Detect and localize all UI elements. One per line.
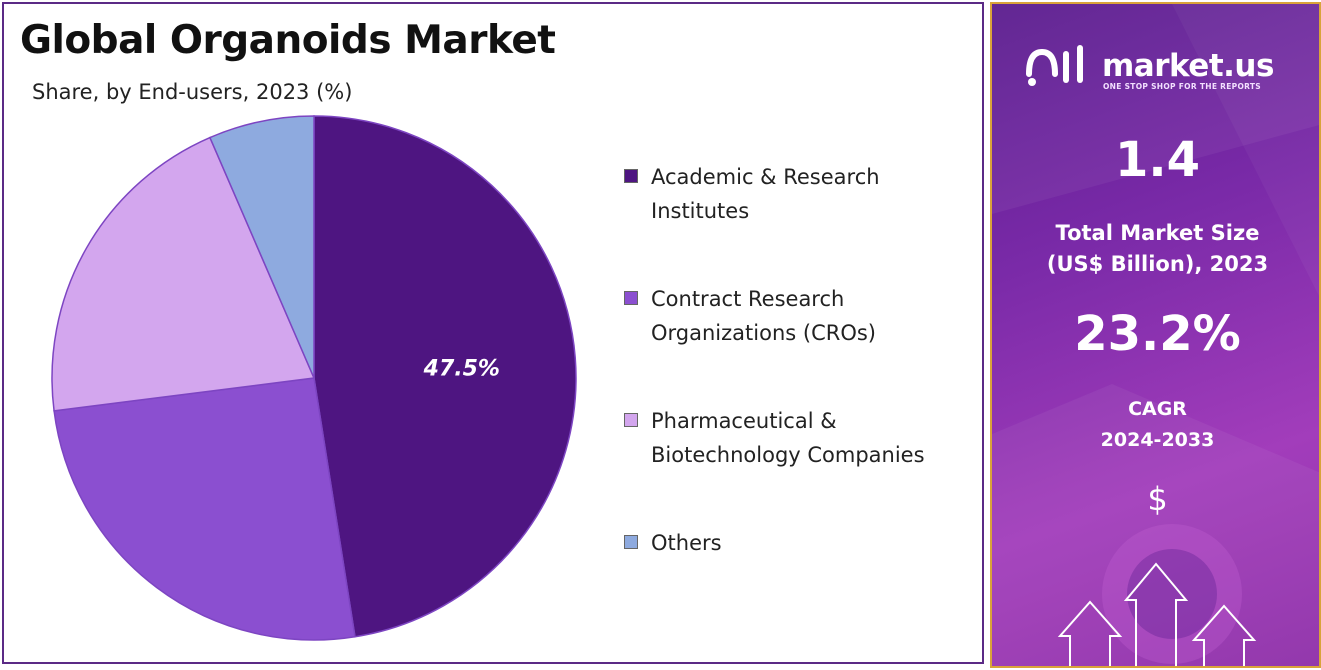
chart-subtitle: Share, by End-users, 2023 (%): [32, 80, 353, 104]
brand-name: market.us: [1102, 48, 1274, 84]
market-us-logo-icon: [1026, 45, 1083, 86]
chart-title: Global Organoids Market: [20, 18, 556, 63]
pie-chart: 47.5%: [51, 115, 577, 641]
slice-others: [208, 115, 315, 379]
slice-cro: [53, 377, 356, 641]
chart-panel: Global Organoids Market Share, by End-us…: [2, 2, 984, 664]
legend-label-others: Others: [651, 526, 961, 560]
legend-swatch-cro: [624, 291, 638, 305]
summary-panel: market.us ONE STOP SHOP FOR THE REPORTS …: [990, 2, 1321, 668]
legend-label-academic-line1: Academic & Research: [651, 165, 880, 189]
background-decoration: [992, 4, 1319, 666]
legend-label-pharma: Pharmaceutical & Biotechnology Companies: [651, 404, 961, 472]
slice-academic: [313, 115, 577, 638]
cagr-label: CAGR 2024-2033: [992, 394, 1319, 456]
up-arrow-icon: [1057, 562, 1257, 666]
market-size-label: Total Market Size (US$ Billion), 2023: [992, 218, 1319, 280]
legend-label-pharma-line2: Biotechnology Companies: [651, 443, 925, 467]
market-size-value: 1.4: [1114, 132, 1201, 188]
legend-swatch-pharma: [624, 413, 638, 427]
legend-label-others-line1: Others: [651, 531, 722, 555]
dollar-icon: $: [1147, 480, 1168, 518]
slice-pharma: [51, 136, 316, 412]
legend-label-pharma-line1: Pharmaceutical &: [651, 409, 837, 433]
cagr-label-line2: 2024-2033: [1100, 429, 1215, 451]
legend-label-cro-line1: Contract Research: [651, 287, 845, 311]
brand-tagline: ONE STOP SHOP FOR THE REPORTS: [1103, 82, 1261, 91]
cagr-value: 23.2%: [1074, 306, 1241, 362]
brand: market.us ONE STOP SHOP FOR THE REPORTS: [1026, 44, 1306, 94]
cagr-label-line1: CAGR: [1128, 398, 1187, 420]
legend-label-academic: Academic & Research Institutes: [651, 160, 961, 228]
market-size-label-line1: Total Market Size: [1055, 221, 1260, 245]
market-size-label-line2: (US$ Billion), 2023: [1046, 252, 1269, 276]
legend-label-academic-line2: Institutes: [651, 199, 750, 223]
legend-swatch-others: [624, 535, 638, 549]
legend-label-cro-line2: Organizations (CROs): [651, 321, 876, 345]
legend-swatch-academic: [624, 169, 638, 183]
legend-label-cro: Contract Research Organizations (CROs): [651, 282, 961, 350]
data-label-academic: 47.5%: [423, 356, 500, 381]
